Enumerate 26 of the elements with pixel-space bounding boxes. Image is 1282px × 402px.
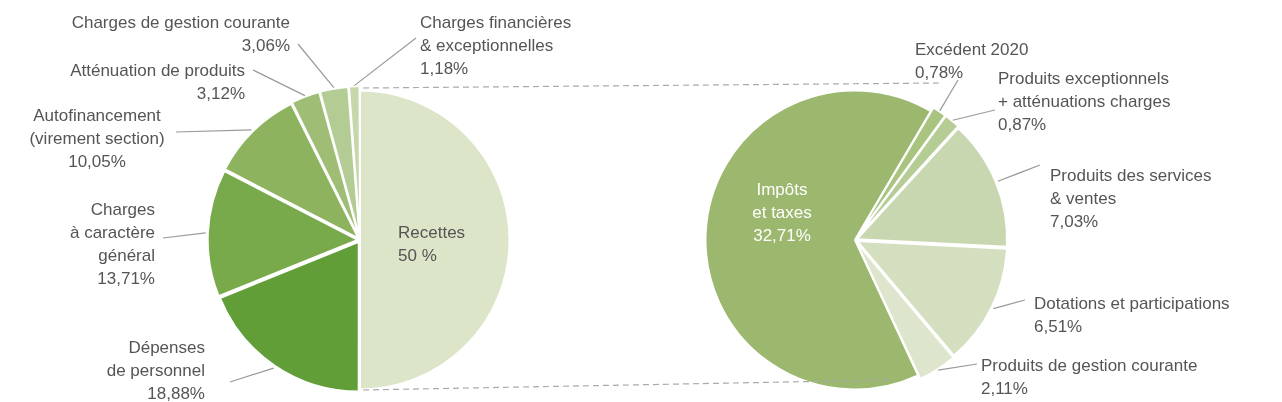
data-label: 3,12% [196, 84, 245, 104]
slice-label: Charges financières & exceptionnelles [420, 13, 572, 56]
slice-label: Charges de gestion courante [71, 13, 290, 33]
data-label: 0,87% [998, 115, 1047, 135]
data-label: 50 % [398, 246, 437, 266]
slice-label: Impôts et taxes [752, 180, 812, 223]
slice-label: Dépenses de personnel [106, 338, 205, 381]
data-label: 18,88% [147, 384, 205, 402]
slice-label: Excédent 2020 [915, 40, 1029, 60]
slice-label: Produits des services & ventes [1050, 166, 1212, 209]
data-label: 6,51% [1034, 317, 1083, 337]
data-label: 7,03% [1050, 212, 1099, 232]
data-label: 0,78% [915, 63, 964, 83]
slice-label: Produits de gestion courante [981, 356, 1198, 376]
data-label: 3,06% [241, 36, 290, 56]
data-label: 2,11% [981, 379, 1028, 399]
slice-label: Charges à caractère général [69, 200, 155, 266]
data-label: 10,05% [68, 152, 126, 172]
data-label: 32,71% [753, 226, 811, 246]
data-label: 13,71% [97, 269, 155, 289]
slice-label: Recettes [398, 223, 466, 243]
data-label: 1,18% [420, 59, 469, 79]
slice-label: Produits exceptionnels + atténuations charges [998, 69, 1171, 112]
slice-label: Autofinancement (virement section) [29, 106, 165, 149]
slice-label: Atténuation de produits [70, 61, 245, 81]
slice-label: Dotations et participations [1034, 294, 1230, 314]
